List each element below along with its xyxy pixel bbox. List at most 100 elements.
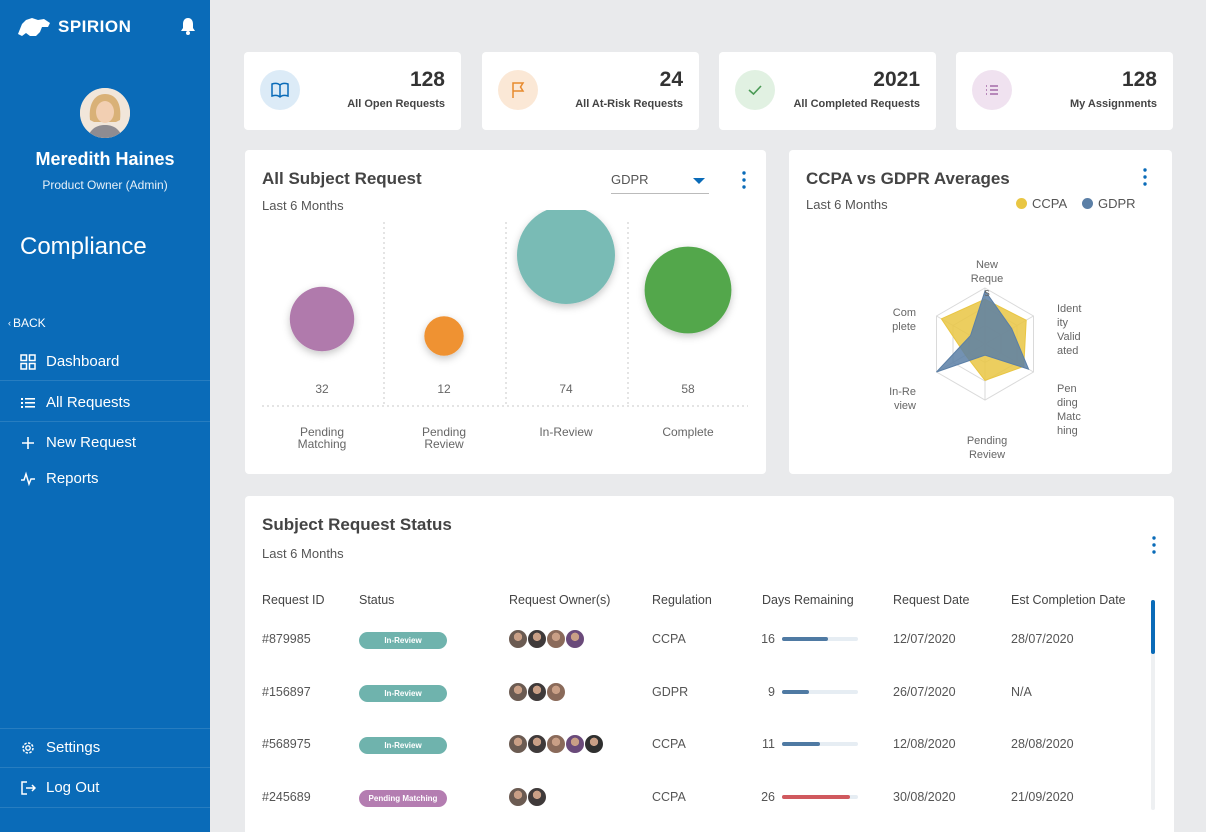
back-link[interactable]: ‹ BACK: [8, 316, 46, 330]
brand-logo[interactable]: SPIRION: [16, 14, 131, 40]
owner-avatars[interactable]: [508, 734, 604, 754]
column-header[interactable]: Status: [359, 593, 395, 607]
bubble-pending-matching[interactable]: [289, 286, 355, 352]
avatar[interactable]: [527, 681, 547, 702]
radar-series-gdpr[interactable]: [936, 289, 1030, 373]
user-name: Meredith Haines: [35, 149, 175, 169]
stat-value: 128: [409, 68, 445, 91]
days-remaining-fill: [782, 794, 851, 799]
radar-axis-label: Valid: [1057, 331, 1081, 343]
column-header[interactable]: Request ID: [262, 593, 325, 607]
column-header[interactable]: Days Remaining: [762, 593, 854, 607]
panel-subtitle: Last 6 Months: [806, 197, 888, 212]
sidebar-item-label: Reports: [46, 470, 99, 487]
request-id-cell: #156897: [262, 684, 311, 699]
request-id-cell: #879985: [262, 632, 311, 646]
avatar[interactable]: [527, 629, 547, 649]
bubble-value-label: 12: [437, 382, 451, 396]
radar-axis-label: ding: [1057, 397, 1078, 409]
status-badge: In-Review: [359, 632, 447, 649]
legend-swatch: [1016, 198, 1027, 209]
divider: [0, 807, 210, 808]
list-icon: [21, 397, 35, 408]
stat-card-open-requests[interactable]: 128 All Open Requests: [244, 52, 461, 130]
bubble-value-label: 74: [559, 382, 573, 396]
avatar[interactable]: [565, 734, 585, 754]
stat-card-completed[interactable]: 2021 All Completed Requests: [719, 52, 936, 130]
sidebar-item-reports[interactable]: Reports: [20, 470, 99, 487]
request-id-cell: #568975: [262, 737, 311, 751]
radar-axis-label: ated: [1057, 345, 1078, 357]
radar-axis-label: Matc: [1057, 411, 1081, 423]
panel-subtitle: Last 6 Months: [262, 198, 344, 213]
sidebar-item-settings[interactable]: Settings: [20, 739, 100, 756]
stat-label: All Open Requests: [347, 98, 445, 110]
bubble-chart: 32PendingMatching12PendingReview74In-Rev…: [262, 210, 748, 451]
stat-value: 2021: [873, 68, 920, 91]
sidebar-item-logout[interactable]: Log Out: [20, 779, 99, 796]
more-vertical-icon[interactable]: [1152, 536, 1156, 554]
panel-title: CCPA vs GDPR Averages: [806, 169, 1010, 188]
category-label: Matching: [298, 437, 347, 451]
legend-ccpa: CCPA: [1016, 196, 1067, 211]
avatar[interactable]: [565, 629, 585, 649]
table-scrollbar[interactable]: [1151, 600, 1155, 810]
radar-axis-label: In-Re: [889, 386, 916, 398]
avatar[interactable]: [508, 681, 528, 702]
stat-card-my-assignments[interactable]: 128 My Assignments: [956, 52, 1173, 130]
brand-name: SPIRION: [58, 17, 132, 36]
avatar[interactable]: [508, 786, 528, 807]
book-icon: [271, 82, 289, 99]
regulation-cell: CCPA: [652, 789, 686, 804]
days-remaining-bar: [782, 689, 858, 694]
user-avatar[interactable]: [80, 88, 130, 138]
avatar[interactable]: [508, 734, 528, 754]
legend-swatch: [1082, 198, 1093, 209]
bell-icon[interactable]: [178, 16, 198, 36]
avatar[interactable]: [546, 629, 566, 649]
avatar[interactable]: [546, 734, 566, 754]
bubble-complete[interactable]: [644, 246, 732, 334]
sidebar-item-new-request[interactable]: New Request: [20, 434, 136, 451]
stat-icon-bg: [972, 70, 1012, 110]
column-header[interactable]: Request Owner(s): [509, 593, 611, 607]
sidebar-item-dashboard[interactable]: Dashboard: [20, 353, 119, 370]
sidebar-item-label: All Requests: [46, 394, 131, 411]
owner-avatars[interactable]: [508, 629, 585, 649]
stat-icon-bg: [498, 70, 538, 110]
bubble-value-label: 58: [681, 382, 695, 396]
avatar[interactable]: [527, 786, 547, 807]
column-header[interactable]: Est Completion Date: [1011, 593, 1126, 607]
back-label: BACK: [13, 316, 46, 330]
avatar[interactable]: [527, 734, 547, 754]
more-vertical-icon[interactable]: [742, 171, 746, 189]
bubble-pending-review[interactable]: [424, 316, 464, 356]
sidebar-item-all-requests[interactable]: All Requests: [20, 394, 130, 411]
divider: [0, 421, 210, 422]
radar-axis-label: plete: [892, 321, 916, 333]
owner-avatars[interactable]: [508, 681, 566, 702]
radar-chart: NewRequesIdentityValidatedPendingMatchin…: [889, 259, 1081, 461]
status-badge: In-Review: [359, 737, 447, 754]
radar-axis-label: hing: [1057, 425, 1078, 437]
bubble-in-review[interactable]: [517, 210, 615, 304]
gear-icon: [22, 741, 34, 754]
category-label: Pending: [422, 425, 466, 439]
stat-card-at-risk[interactable]: 24 All At-Risk Requests: [482, 52, 699, 130]
radar-axis-label: Reque: [971, 273, 1003, 285]
request-status-panel: Subject Request Status Last 6 Months Req…: [245, 496, 1174, 832]
column-header[interactable]: Regulation: [652, 593, 712, 607]
scrollbar-thumb[interactable]: [1151, 600, 1155, 654]
avatar[interactable]: [508, 629, 528, 649]
stat-label: All Completed Requests: [793, 98, 920, 110]
avatar[interactable]: [584, 734, 604, 754]
days-remaining-fill: [782, 637, 828, 641]
sidebar-item-label: Dashboard: [46, 353, 120, 370]
flag-icon: [512, 82, 525, 98]
owner-avatars[interactable]: [508, 786, 547, 807]
column-header[interactable]: Request Date: [893, 593, 970, 607]
avatar[interactable]: [546, 681, 566, 702]
regulation-select[interactable]: GDPR: [611, 170, 709, 194]
radar-axis-label: s: [984, 287, 990, 299]
more-vertical-icon[interactable]: [1143, 168, 1147, 186]
